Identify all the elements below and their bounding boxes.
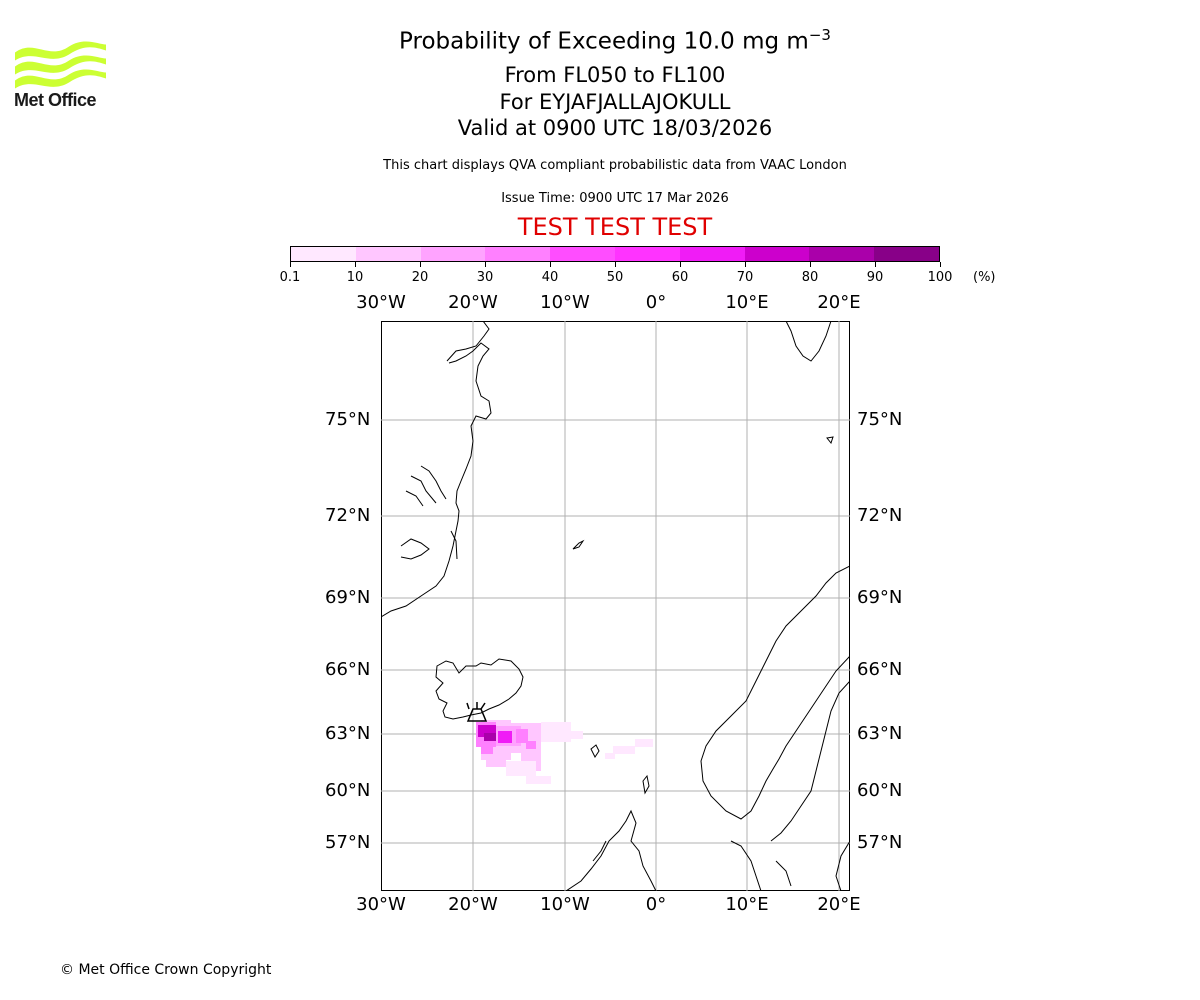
colorbar-unit: (%) — [973, 270, 996, 285]
colorbar-tick-mark — [550, 262, 551, 267]
colorbar-segment — [809, 247, 875, 261]
longitude-label: 30°W — [356, 894, 406, 915]
chart-title: Probability of Exceeding 10.0 mg m−3 — [315, 26, 915, 55]
colorbar-tick-label: 0.1 — [279, 270, 301, 285]
colorbar-segment — [744, 247, 810, 261]
colorbar-tick-mark — [355, 262, 356, 267]
latitude-label: 63°N — [325, 723, 371, 744]
coastlines — [381, 321, 850, 891]
colorbar-tick-mark — [290, 262, 291, 267]
longitude-label: 30°W — [356, 292, 406, 313]
longitude-label: 0° — [645, 894, 667, 915]
colorbar-tick-label: 60 — [671, 270, 689, 285]
probability-colorbar — [290, 246, 940, 262]
colorbar-segment — [291, 247, 356, 261]
colorbar-tick-label: 40 — [541, 270, 559, 285]
colorbar-tick-mark — [940, 262, 941, 267]
colorbar-tick-mark — [485, 262, 486, 267]
colorbar-tick-label: 90 — [866, 270, 884, 285]
latitude-label: 72°N — [857, 505, 903, 526]
map-panel — [381, 321, 850, 891]
latitude-label: 60°N — [857, 780, 903, 801]
met-office-logo-text: Met Office — [14, 90, 97, 110]
longitude-label: 10°E — [725, 894, 769, 915]
met-office-wave-logo — [15, 41, 106, 89]
longitude-label: 20°W — [448, 894, 498, 915]
ash-probability-field — [476, 720, 653, 784]
volcano-icon — [466, 702, 488, 722]
colorbar-segment — [874, 247, 939, 261]
colorbar-tick-mark — [420, 262, 421, 267]
colorbar-tick-label: 100 — [927, 270, 953, 285]
map-gridlines — [381, 321, 850, 891]
colorbar-tick-label: 10 — [346, 270, 364, 285]
volcano-name: For EYJAFJALLAJOKULL — [499, 90, 731, 114]
latitude-label: 60°N — [325, 780, 371, 801]
latitude-label: 57°N — [857, 832, 903, 853]
longitude-label: 10°W — [540, 894, 590, 915]
colorbar-tick-mark — [680, 262, 681, 267]
valid-time: Valid at 0900 UTC 18/03/2026 — [457, 116, 773, 140]
latitude-label: 75°N — [325, 409, 371, 430]
colorbar-segment — [485, 247, 551, 261]
latitude-label: 66°N — [325, 659, 371, 680]
latitude-label: 69°N — [325, 587, 371, 608]
colorbar-tick-mark — [875, 262, 876, 267]
colorbar-segment — [420, 247, 486, 261]
latitude-label: 66°N — [857, 659, 903, 680]
colorbar-tick-mark — [810, 262, 811, 267]
colorbar-tick-label: 70 — [736, 270, 754, 285]
colorbar-tick-mark — [745, 262, 746, 267]
colorbar-segment — [550, 247, 615, 261]
copyright-notice: © Met Office Crown Copyright — [60, 962, 272, 978]
colorbar-tick-label: 50 — [606, 270, 624, 285]
longitude-label: 20°W — [448, 292, 498, 313]
longitude-label: 10°E — [725, 292, 769, 313]
colorbar-tick-mark — [615, 262, 616, 267]
latitude-label: 63°N — [857, 723, 903, 744]
colorbar-tick-label: 20 — [411, 270, 429, 285]
longitude-label: 0° — [645, 292, 667, 313]
colorbar-tick-label: 30 — [476, 270, 494, 285]
colorbar-segment — [679, 247, 745, 261]
longitude-label: 10°W — [540, 292, 590, 313]
colorbar-tick-label: 80 — [801, 270, 819, 285]
title-superscript: −3 — [808, 26, 831, 44]
latitude-label: 69°N — [857, 587, 903, 608]
flight-level-range: From FL050 to FL100 — [504, 63, 726, 87]
latitude-label: 72°N — [325, 505, 371, 526]
longitude-label: 20°E — [817, 292, 861, 313]
colorbar-segment — [355, 247, 421, 261]
longitude-label: 20°E — [817, 894, 861, 915]
title-main-text: Probability of Exceeding 10.0 mg m — [399, 28, 809, 55]
latitude-label: 57°N — [325, 832, 371, 853]
issue-time: Issue Time: 0900 UTC 17 Mar 2026 — [501, 191, 729, 206]
test-banner: TEST TEST TEST — [517, 213, 713, 241]
chart-description: This chart displays QVA compliant probab… — [383, 158, 847, 173]
latitude-label: 75°N — [857, 409, 903, 430]
colorbar-segment — [614, 247, 680, 261]
